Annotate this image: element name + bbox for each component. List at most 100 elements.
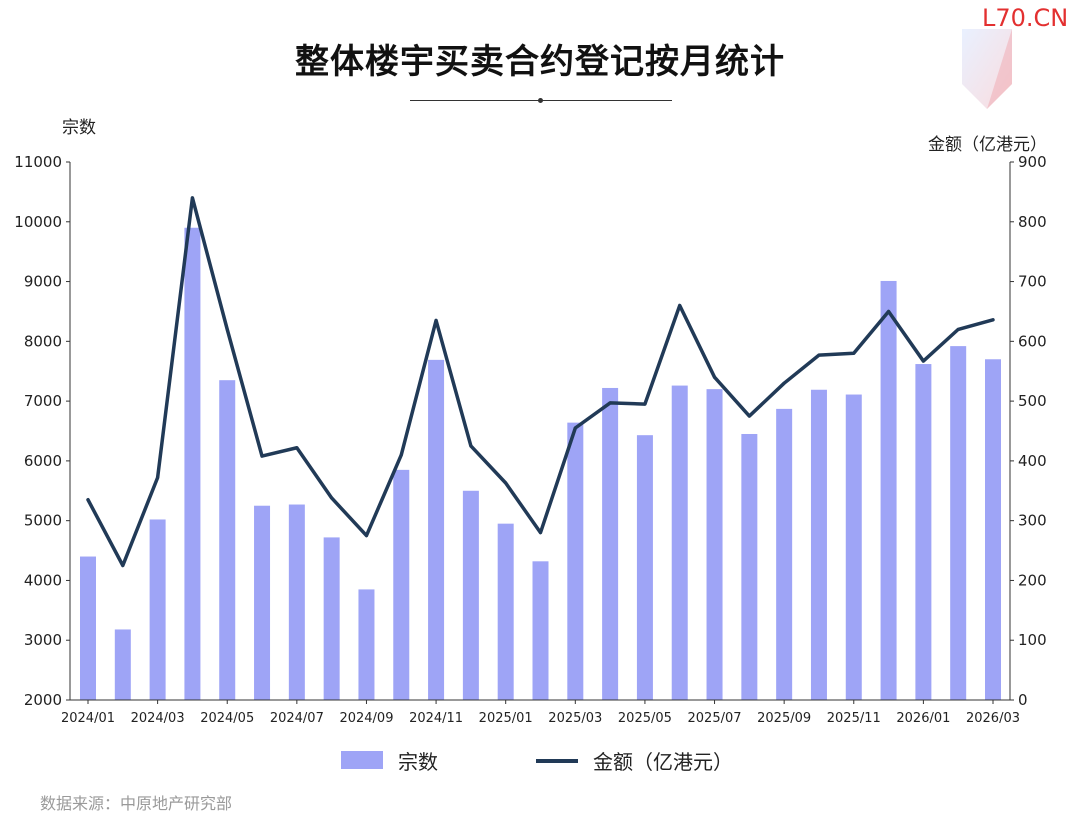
title-underline-dot — [538, 98, 543, 103]
bar — [219, 380, 236, 700]
x-tick-label: 2024/01 — [61, 711, 115, 726]
y-left-tick-label: 9000 — [24, 273, 62, 291]
line-point — [991, 318, 995, 322]
bar — [358, 589, 375, 700]
y-left-tick-label: 2000 — [24, 691, 62, 709]
source-note: 数据来源：中原地产研究部 — [40, 794, 233, 813]
bar — [184, 227, 201, 700]
x-tick-label: 2024/03 — [131, 711, 185, 726]
line-point — [121, 564, 125, 567]
line-point — [643, 402, 647, 406]
legend-label-bar: 宗数 — [398, 750, 438, 774]
y-left-tick-label: 10000 — [14, 213, 62, 231]
x-tick-label: 2024/09 — [339, 711, 393, 726]
bar — [741, 433, 758, 700]
line-series — [86, 196, 995, 568]
line-point — [434, 318, 438, 322]
line-point — [782, 381, 786, 385]
y-right-tick-label: 600 — [1018, 332, 1047, 350]
line-point — [713, 375, 717, 379]
bar — [428, 359, 445, 700]
line-point — [573, 426, 577, 430]
bar — [602, 387, 619, 700]
site-logo: L70.CN — [982, 4, 1069, 32]
line-point — [747, 414, 751, 418]
y-right-tick-label: 100 — [1018, 631, 1047, 649]
bar — [845, 394, 862, 700]
bar — [254, 505, 271, 700]
x-tick-label: 2025/05 — [618, 711, 672, 726]
y-right-tick-label: 800 — [1018, 213, 1047, 231]
bar — [149, 519, 166, 700]
line-point — [608, 401, 612, 405]
line-point — [156, 476, 160, 480]
line-point — [504, 481, 508, 485]
axes: 1100010000900080007000600050004000300020… — [14, 153, 1046, 726]
legend-label-line: 金额（亿港元） — [593, 750, 733, 774]
y-left-axis-title: 宗数 — [62, 118, 96, 138]
bar — [462, 490, 479, 700]
y-left-tick-label: 6000 — [24, 452, 62, 470]
bar — [497, 523, 514, 700]
bar-series — [80, 227, 1001, 700]
line-point — [469, 444, 473, 448]
y-right-tick-label: 0 — [1018, 691, 1028, 709]
y-left-tick-label: 7000 — [24, 392, 62, 410]
legend-swatch-line — [536, 759, 578, 763]
y-left-tick-label: 3000 — [24, 631, 62, 649]
line-point — [260, 454, 264, 458]
bar — [776, 408, 793, 700]
y-right-axis-title: 金额（亿港元） — [928, 135, 1047, 155]
bar — [636, 435, 653, 700]
legend-swatch-bar — [341, 751, 383, 769]
x-tick-label: 2026/01 — [896, 711, 950, 726]
y-right-tick-label: 900 — [1018, 153, 1047, 171]
y-left-tick-label: 5000 — [24, 512, 62, 530]
line-point — [817, 353, 821, 357]
x-tick-label: 2025/07 — [688, 711, 742, 726]
x-tick-label: 2024/05 — [200, 711, 254, 726]
x-tick-label: 2024/11 — [409, 711, 463, 726]
y-right-tick-label: 200 — [1018, 571, 1047, 589]
y-left-tick-label: 4000 — [24, 571, 62, 589]
bar — [810, 389, 827, 700]
line-point — [956, 327, 960, 331]
logo-mark-icon — [962, 29, 1012, 109]
y-left-tick-label: 11000 — [14, 153, 62, 171]
line-point — [887, 309, 891, 313]
bar — [288, 504, 305, 700]
line-point — [86, 498, 90, 502]
x-tick-label: 2025/09 — [757, 711, 811, 726]
line-point — [539, 531, 542, 535]
x-tick-label: 2026/03 — [966, 711, 1020, 726]
bar — [671, 385, 688, 700]
y-left-tick-label: 8000 — [24, 332, 62, 350]
bar — [393, 469, 410, 700]
y-right-tick-label: 500 — [1018, 392, 1047, 410]
x-tick-label: 2025/03 — [548, 711, 602, 726]
bar — [706, 389, 723, 700]
legend: 宗数 金额（亿港元） — [0, 746, 1080, 776]
line-point — [364, 534, 368, 538]
line-point — [678, 303, 682, 307]
y-right-tick-label: 300 — [1018, 512, 1047, 530]
y-right-tick-label: 700 — [1018, 273, 1047, 291]
line-point — [190, 196, 194, 200]
x-tick-label: 2025/11 — [827, 711, 881, 726]
bar — [880, 280, 897, 700]
bar — [323, 537, 340, 700]
chart-title: 整体楼宇买卖合约登记按月统计 — [295, 42, 785, 82]
bar — [114, 629, 131, 700]
x-tick-label: 2025/01 — [479, 711, 533, 726]
line-point — [921, 359, 925, 363]
bar — [915, 364, 932, 700]
bar — [985, 359, 1001, 700]
line-point — [852, 351, 856, 355]
y-right-tick-label: 400 — [1018, 452, 1047, 470]
line-point — [399, 453, 403, 457]
x-tick-label: 2024/07 — [270, 711, 324, 726]
bar — [80, 556, 96, 700]
bar — [950, 346, 967, 700]
line-point — [330, 496, 334, 500]
